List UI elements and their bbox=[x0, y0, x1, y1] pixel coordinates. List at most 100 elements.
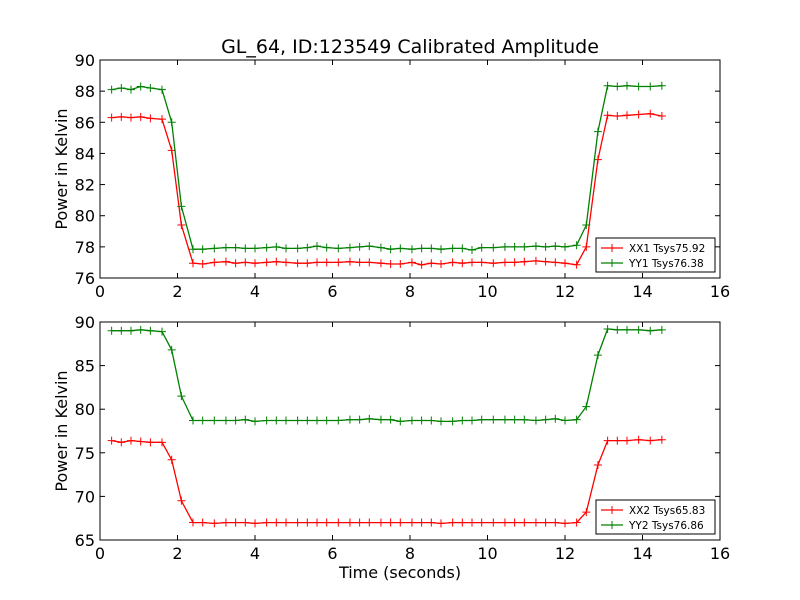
data-point-marker bbox=[489, 259, 498, 268]
data-point-marker bbox=[262, 518, 271, 527]
y-tick-label: 82 bbox=[75, 176, 95, 195]
data-point-marker bbox=[313, 416, 321, 425]
data-point-marker bbox=[282, 416, 290, 425]
data-point-marker bbox=[468, 258, 476, 267]
data-point-marker bbox=[136, 112, 145, 121]
data-point-marker bbox=[477, 258, 486, 267]
data-point-marker bbox=[272, 416, 281, 425]
data-point-marker bbox=[136, 82, 145, 91]
data-point-marker bbox=[489, 415, 498, 424]
data-point-marker bbox=[417, 260, 426, 269]
data-point-marker bbox=[603, 81, 612, 90]
data-point-marker bbox=[231, 259, 240, 268]
data-point-marker bbox=[448, 417, 457, 426]
data-point-marker bbox=[458, 244, 467, 253]
data-point-marker bbox=[355, 258, 364, 267]
data-point-marker bbox=[313, 258, 321, 267]
legend-label: YY1 Tsys76.38 bbox=[628, 258, 704, 270]
x-tick-label: 0 bbox=[95, 282, 105, 301]
data-point-marker bbox=[334, 518, 343, 527]
y-axis-label: Power in Kelvin bbox=[52, 370, 71, 491]
x-tick-label: 8 bbox=[405, 282, 415, 301]
data-point-marker bbox=[231, 243, 240, 252]
legend-marker bbox=[608, 259, 616, 267]
data-point-marker bbox=[561, 416, 569, 425]
data-point-marker bbox=[322, 518, 331, 527]
data-point-marker bbox=[221, 243, 230, 252]
y-tick-label: 84 bbox=[75, 144, 95, 163]
data-point-marker bbox=[322, 416, 331, 425]
data-point-marker bbox=[613, 325, 622, 334]
y-tick-label: 80 bbox=[75, 400, 95, 419]
data-point-marker bbox=[646, 326, 655, 335]
data-point-marker bbox=[117, 84, 126, 93]
data-point-marker bbox=[262, 416, 271, 425]
x-tick-label: 0 bbox=[95, 544, 105, 563]
x-tick-label: 12 bbox=[555, 282, 575, 301]
data-point-marker bbox=[500, 258, 509, 267]
data-point-marker bbox=[293, 244, 302, 253]
data-point-marker bbox=[386, 415, 395, 424]
data-point-marker bbox=[293, 518, 302, 527]
data-point-marker bbox=[541, 242, 550, 251]
data-point-marker bbox=[396, 244, 405, 253]
data-point-marker bbox=[468, 518, 476, 527]
data-point-marker bbox=[251, 244, 259, 253]
data-point-marker bbox=[520, 415, 529, 424]
data-point-marker bbox=[603, 324, 612, 333]
data-point-marker bbox=[282, 258, 290, 267]
data-point-marker bbox=[158, 115, 166, 124]
data-point-marker bbox=[572, 415, 581, 424]
data-point-marker bbox=[365, 258, 374, 267]
data-point-marker bbox=[334, 258, 343, 267]
data-point-marker bbox=[376, 518, 385, 527]
data-point-marker bbox=[322, 258, 331, 267]
data-point-marker bbox=[189, 416, 197, 425]
data-point-marker bbox=[531, 518, 540, 527]
data-point-marker bbox=[541, 415, 550, 424]
data-point-marker bbox=[561, 259, 569, 268]
data-point-marker bbox=[520, 518, 529, 527]
data-point-marker bbox=[221, 518, 230, 527]
legend: XX2 Tsys65.83 YY2 Tsys76.86 bbox=[595, 499, 716, 535]
data-point-marker bbox=[551, 258, 560, 267]
data-point-marker bbox=[657, 81, 666, 90]
data-point-marker bbox=[613, 436, 622, 445]
data-point-marker bbox=[198, 259, 207, 268]
data-point-marker bbox=[345, 243, 354, 252]
data-point-marker bbox=[541, 518, 550, 527]
data-point-marker bbox=[146, 326, 155, 335]
data-point-marker bbox=[386, 518, 395, 527]
x-tick-label: 8 bbox=[405, 544, 415, 563]
data-point-marker bbox=[376, 259, 385, 268]
data-point-marker bbox=[355, 518, 364, 527]
series-group bbox=[107, 324, 666, 528]
data-point-marker bbox=[167, 118, 176, 127]
x-tick-label: 10 bbox=[477, 544, 497, 563]
y-tick-label: 65 bbox=[75, 531, 95, 550]
data-point-marker bbox=[282, 244, 290, 253]
data-point-marker bbox=[582, 242, 591, 251]
data-point-marker bbox=[177, 202, 186, 211]
x-tick-label: 14 bbox=[632, 282, 652, 301]
legend-box bbox=[595, 499, 716, 535]
data-point-marker bbox=[458, 259, 467, 268]
legend-marker bbox=[608, 506, 616, 514]
data-point-marker bbox=[437, 259, 445, 268]
data-point-marker bbox=[657, 112, 666, 121]
x-tick-label: 2 bbox=[172, 544, 182, 563]
data-point-marker bbox=[107, 326, 116, 335]
data-point-marker bbox=[603, 111, 612, 120]
data-point-marker bbox=[355, 242, 364, 251]
data-point-marker bbox=[355, 415, 364, 424]
data-point-marker bbox=[551, 518, 560, 527]
legend-label: XX1 Tsys75.92 bbox=[629, 243, 705, 255]
data-point-marker bbox=[458, 416, 467, 425]
data-point-marker bbox=[262, 243, 271, 252]
x-tick-label: 16 bbox=[710, 544, 730, 563]
data-point-marker bbox=[189, 259, 197, 268]
data-point-marker bbox=[241, 258, 250, 267]
data-point-marker bbox=[520, 257, 529, 266]
data-point-marker bbox=[427, 416, 436, 425]
data-point-marker bbox=[365, 518, 374, 527]
